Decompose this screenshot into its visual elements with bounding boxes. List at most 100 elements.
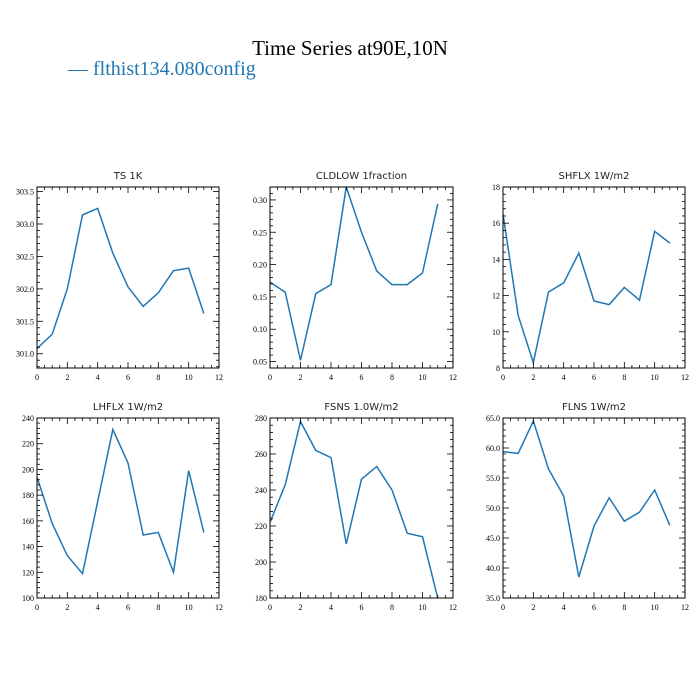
y-tick-label: 35.0	[486, 594, 500, 603]
series-line	[270, 187, 439, 361]
y-tick-label: 220	[22, 440, 34, 449]
y-tick-label: 303.5	[16, 188, 34, 197]
legend-entry: — flthist134.080config	[68, 58, 256, 80]
x-tick-label: 8	[390, 603, 394, 612]
series-line	[270, 419, 439, 598]
y-tick-label: 8	[496, 364, 500, 373]
y-tick-label: 240	[22, 414, 34, 423]
y-tick-label: 220	[255, 522, 267, 531]
x-tick-label: 4	[96, 373, 100, 382]
x-tick-label: 6	[360, 373, 364, 382]
series-line	[503, 418, 671, 578]
y-tick-label: 0.30	[253, 196, 267, 205]
y-tick-label: 40.0	[486, 564, 500, 573]
x-tick-label: 10	[419, 373, 427, 382]
x-tick-label: 6	[126, 603, 130, 612]
x-tick-label: 4	[329, 373, 333, 382]
x-tick-label: 0	[35, 373, 39, 382]
y-tick-label: 140	[22, 543, 34, 552]
plot-frame	[269, 186, 454, 369]
y-tick-label: 240	[255, 486, 267, 495]
y-tick-label: 280	[255, 414, 267, 423]
series-line	[37, 427, 205, 576]
x-tick-label: 6	[592, 373, 596, 382]
y-tick-label: 55.0	[486, 474, 500, 483]
x-tick-label: 8	[622, 603, 626, 612]
x-tick-label: 6	[360, 603, 364, 612]
y-tick-label: 120	[22, 568, 34, 577]
series-line	[37, 207, 205, 350]
x-tick-label: 2	[299, 373, 303, 382]
x-tick-label: 4	[562, 373, 566, 382]
x-tick-label: 0	[35, 603, 39, 612]
panel-title: FSNS 1.0W/m2	[324, 402, 398, 413]
panel-3: SHFLX 1W/m2 0 2 4 6 8 10 12 8 10 12 14 16 18	[492, 171, 689, 382]
x-tick-label: 2	[531, 373, 535, 382]
y-tick-label: 0.05	[253, 358, 267, 367]
x-tick-label: 10	[651, 373, 659, 382]
y-tick-label: 50.0	[486, 504, 500, 513]
x-tick-label: 0	[268, 373, 272, 382]
y-tick-label: 180	[22, 491, 34, 500]
y-tick-label: 303.0	[16, 220, 34, 229]
x-tick-label: 10	[185, 603, 193, 612]
plot-frame	[269, 417, 454, 599]
x-tick-label: 10	[651, 603, 659, 612]
panel-1: TS 1K 0 2 4 6 8 10 12 301.0 301.5 302.0 302.5 303.0 3…	[16, 171, 223, 382]
y-tick-label: 301.5	[16, 317, 34, 326]
x-tick-label: 6	[126, 373, 130, 382]
x-tick-label: 0	[501, 373, 505, 382]
panel-6: FLNS 1W/m2 0 2 4 6 8 10 12 35.0 40.0 45.0 50.0 55.0 6…	[486, 402, 689, 612]
x-tick-label: 8	[156, 373, 160, 382]
series-line	[503, 214, 671, 366]
x-tick-label: 4	[562, 603, 566, 612]
panel-title: SHFLX 1W/m2	[559, 171, 630, 182]
panel-title: CLDLOW 1fraction	[316, 171, 407, 182]
x-tick-label: 4	[329, 603, 333, 612]
x-tick-label: 10	[185, 373, 193, 382]
y-tick-label: 45.0	[486, 534, 500, 543]
panel-2: CLDLOW 1fraction 0 2 4 6 8 10 12 0.05 0.10 0.15 0.2…	[253, 171, 457, 382]
x-tick-label: 10	[419, 603, 427, 612]
y-tick-label: 302.5	[16, 252, 34, 261]
y-tick-label: 160	[22, 517, 34, 526]
x-tick-label: 12	[215, 373, 223, 382]
y-tick-label: 12	[492, 292, 500, 301]
panel-title: TS 1K	[113, 171, 143, 182]
x-tick-label: 6	[592, 603, 596, 612]
y-tick-label: 302.0	[16, 285, 34, 294]
x-tick-label: 4	[96, 603, 100, 612]
y-tick-label: 200	[22, 465, 34, 474]
x-tick-label: 8	[156, 603, 160, 612]
panel-title: LHFLX 1W/m2	[93, 402, 163, 413]
panel-5: FSNS 1.0W/m2 0 2 4 6 8 10 12 180 200 220 240 260 280	[255, 402, 457, 612]
y-tick-label: 100	[22, 594, 34, 603]
x-tick-label: 2	[531, 603, 535, 612]
y-tick-label: 0.10	[253, 325, 267, 334]
plot-frame	[502, 186, 686, 369]
x-tick-label: 12	[449, 603, 457, 612]
y-tick-label: 180	[255, 594, 267, 603]
y-tick-label: 10	[492, 328, 500, 337]
y-tick-label: 200	[255, 558, 267, 567]
y-tick-label: 260	[255, 450, 267, 459]
plot-frame	[36, 417, 220, 599]
x-tick-label: 12	[681, 373, 689, 382]
x-tick-label: 12	[681, 603, 689, 612]
y-tick-label: 301.0	[16, 350, 34, 359]
x-tick-label: 0	[268, 603, 272, 612]
y-tick-label: 0.20	[253, 261, 267, 270]
x-tick-label: 2	[65, 603, 69, 612]
x-tick-label: 8	[622, 373, 626, 382]
y-tick-label: 65.0	[486, 414, 500, 423]
figure-title: Time Series at90E,10N	[252, 36, 448, 60]
y-tick-label: 60.0	[486, 444, 500, 453]
x-tick-label: 2	[65, 373, 69, 382]
y-tick-label: 18	[492, 183, 500, 192]
y-tick-label: 0.25	[253, 228, 267, 237]
x-tick-label: 12	[449, 373, 457, 382]
y-tick-label: 0.15	[253, 293, 267, 302]
plot-frame	[502, 417, 686, 599]
x-tick-label: 0	[501, 603, 505, 612]
x-tick-label: 12	[215, 603, 223, 612]
